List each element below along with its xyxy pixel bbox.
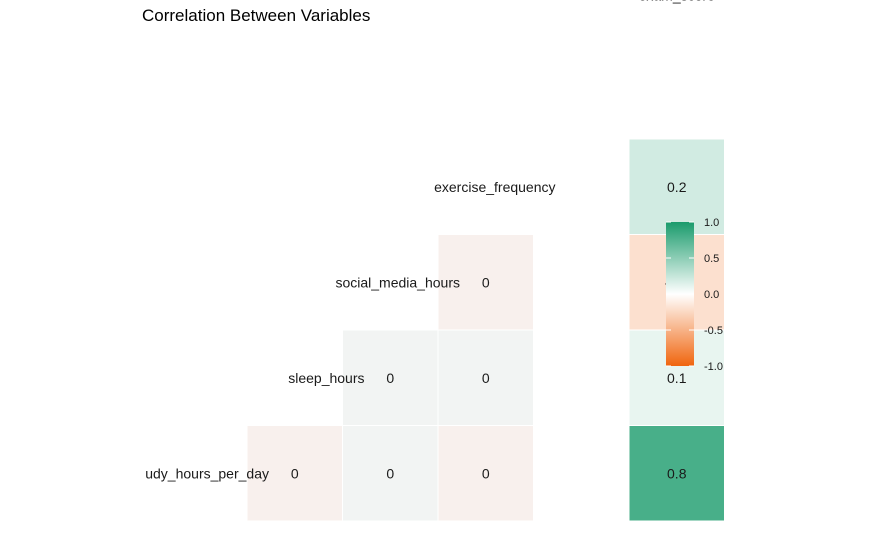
cell-value-label: 0.8	[667, 465, 687, 481]
cell-value-label: 0.2	[667, 179, 687, 195]
heatmap-cell	[342, 425, 439, 522]
legend-tick-label: -1.0	[704, 361, 723, 373]
color-legend: 1.0 0.5 0.0 -0.5 -1.0	[666, 217, 723, 373]
cell-value-label: 0	[291, 465, 299, 481]
cell-value-label: 0	[482, 465, 490, 481]
heatmap-cell	[628, 425, 725, 522]
heatmap-cell	[342, 329, 439, 426]
variable-label: social_media_hours	[335, 274, 460, 290]
variable-label: exam_score	[639, 0, 715, 4]
cell-value-label: 0	[386, 370, 394, 386]
heatmap-cell	[437, 329, 534, 426]
legend-tick-label: 0.5	[704, 253, 719, 265]
cell-value-label: 0	[482, 274, 490, 290]
legend-tick-label: 1.0	[704, 217, 719, 229]
variable-label: exercise_frequency	[434, 179, 555, 195]
variable-labels: udy_hours_per_day sleep_hours social_media…	[145, 0, 715, 481]
heatmap-cell	[246, 425, 343, 522]
heatmap-cell	[437, 234, 534, 331]
cell-value-label: 0	[482, 370, 490, 386]
legend-tick-label: 0.0	[704, 289, 719, 301]
variable-label: sleep_hours	[288, 370, 364, 386]
chart-title: Correlation Between Variables	[142, 6, 370, 25]
legend-tick-label: -0.5	[704, 325, 723, 337]
variable-label: udy_hours_per_day	[145, 465, 269, 481]
cell-value-label: 0	[386, 465, 394, 481]
cell-value-label: 0.1	[667, 370, 687, 386]
